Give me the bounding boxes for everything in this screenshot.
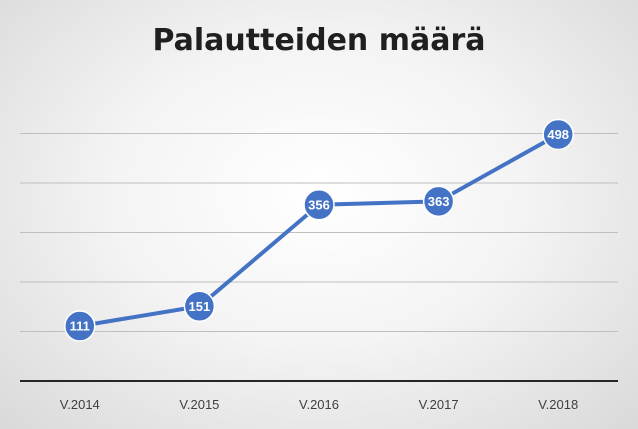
data-label: 363 — [428, 194, 450, 209]
x-tick-labels: V.2014 V.2015 V.2016 V.2017 V.2018 — [60, 397, 578, 412]
x-tick-label: V.2016 — [299, 397, 339, 412]
data-point-marker — [183, 290, 216, 323]
series-line-path — [79, 132, 560, 329]
x-tick-label: V.2015 — [179, 397, 219, 412]
gridlines — [20, 133, 618, 332]
data-point-marker — [542, 118, 574, 151]
series-line — [79, 132, 560, 329]
data-label: 498 — [547, 127, 569, 142]
data-label: 356 — [308, 197, 330, 212]
x-tick-label: V.2017 — [419, 397, 459, 412]
data-label: 111 — [70, 319, 90, 334]
x-tick-label: V.2018 — [538, 397, 578, 412]
x-tick-label: V.2014 — [60, 397, 100, 412]
data-points: 111 151 356 363 498 — [64, 118, 574, 342]
chart-title: Palautteiden määrä — [152, 23, 485, 58]
data-point-marker — [303, 189, 335, 221]
data-point-marker — [64, 310, 96, 342]
data-label: 151 — [189, 299, 211, 314]
data-point-marker — [422, 185, 455, 218]
